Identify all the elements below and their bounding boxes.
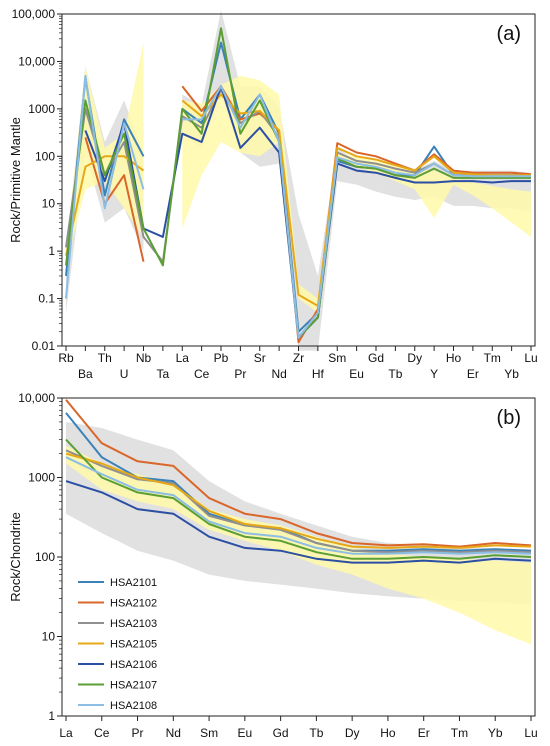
panel-label: (b)	[497, 407, 521, 429]
series-line-hsa2108	[65, 456, 532, 555]
y-tick-label: 10	[42, 197, 56, 211]
y-tick-label: 100	[35, 550, 55, 564]
x-tick-label: Ba	[78, 367, 93, 381]
x-tick-label: Sm	[200, 726, 218, 740]
x-tick-label: Tm	[484, 351, 501, 365]
series-line-hsa2103	[65, 449, 532, 554]
legend-label-hsa2107: HSA2107	[110, 680, 157, 692]
x-tick-label: Ho	[380, 726, 396, 740]
y-tick-label: 1000	[28, 471, 55, 485]
legend-label-hsa2108: HSA2108	[110, 700, 157, 712]
x-tick-label: Ta	[157, 367, 170, 381]
x-tick-label: Pr	[234, 367, 246, 381]
x-tick-label: Yb	[504, 367, 519, 381]
x-tick-label: La	[59, 726, 73, 740]
y-tick-label: 10	[42, 630, 56, 644]
x-tick-label: Y	[430, 367, 438, 381]
y-tick-label: 100,000	[12, 7, 56, 21]
y-tick-label: 1000	[28, 102, 55, 116]
legend-label-hsa2103: HSA2103	[110, 618, 157, 630]
y-tick-label: 1	[48, 709, 55, 723]
x-tick-label: Ce	[94, 726, 110, 740]
x-tick-label: Zr	[293, 351, 304, 365]
x-tick-label: Nd	[166, 726, 181, 740]
y-tick-label: 10,000	[18, 391, 55, 405]
x-tick-label: Eu	[238, 726, 253, 740]
x-tick-label: Pb	[214, 351, 229, 365]
legend: HSA2101 HSA2102 HSA2103 HSA2105 HSA2106 HSA21…	[78, 577, 157, 712]
legend-label-hsa2102: HSA2102	[110, 598, 157, 610]
y-tick-label: 0.01	[32, 339, 56, 353]
x-tick-label: Tb	[309, 726, 323, 740]
legend-label-hsa2106: HSA2106	[110, 659, 157, 671]
x-tick-label: Rb	[58, 351, 74, 365]
x-tick-label: Er	[418, 726, 430, 740]
y-tick-label: 0.1	[38, 292, 55, 306]
panel-b: 1 10 100 1000 10,000 La Ce Pr Nd Sm Eu Gd Tb Dy Ho Er Tm…	[8, 391, 538, 740]
x-tick-label: Pr	[132, 726, 144, 740]
x-tick-label: Tb	[388, 367, 402, 381]
x-tick-label: Ho	[446, 351, 462, 365]
legend-label-hsa2101: HSA2101	[110, 577, 157, 589]
x-tick-label: Er	[467, 367, 479, 381]
x-tick-label: Th	[98, 351, 112, 365]
yellow-field	[182, 75, 532, 313]
panel-label: (a)	[497, 23, 521, 45]
x-tick-label: La	[176, 351, 190, 365]
panel-a: 0.01 0.1 1 10 100 1000 10,000 100,000 Rb Ba Th U Nb T…	[8, 7, 538, 381]
gray-field	[182, 10, 532, 351]
series-line-hsa2102	[84, 85, 532, 344]
y-axis-label: Rock/Chondrite	[8, 512, 23, 602]
x-tick-label: U	[120, 367, 129, 381]
series-line-hsa2106	[65, 480, 532, 564]
y-axis-label: Rock/Primitive Mantle	[8, 117, 23, 243]
x-tick-label: Dy	[407, 351, 422, 365]
x-tick-label: Sm	[328, 351, 346, 365]
x-tick-label: Yb	[488, 726, 503, 740]
y-tick-label: 10,000	[18, 54, 55, 68]
legend-label-hsa2105: HSA2105	[110, 639, 157, 651]
y-tick-label: 100	[35, 149, 55, 163]
yellow-field	[66, 445, 531, 645]
x-tick-label: Gd	[368, 351, 384, 365]
y-tick-label: 1	[48, 244, 55, 258]
x-tick-label: Tm	[451, 726, 468, 740]
series-line-hsa2102	[65, 399, 532, 548]
x-tick-label: Nd	[271, 367, 286, 381]
series-line-hsa2105	[65, 452, 532, 549]
x-tick-label: Eu	[349, 367, 364, 381]
x-tick-label: Hf	[312, 367, 325, 381]
x-tick-label: Lu	[524, 726, 537, 740]
series-line-hsa2107	[65, 438, 532, 560]
x-tick-label: Gd	[273, 726, 289, 740]
x-tick-label: Dy	[345, 726, 360, 740]
x-tick-label: Sr	[254, 351, 266, 365]
yellow-field	[66, 42, 144, 266]
series-line-hsa2108	[65, 74, 531, 339]
x-tick-label: Ce	[194, 367, 210, 381]
x-tick-label: Nb	[136, 351, 152, 365]
x-tick-label: Lu	[524, 351, 537, 365]
